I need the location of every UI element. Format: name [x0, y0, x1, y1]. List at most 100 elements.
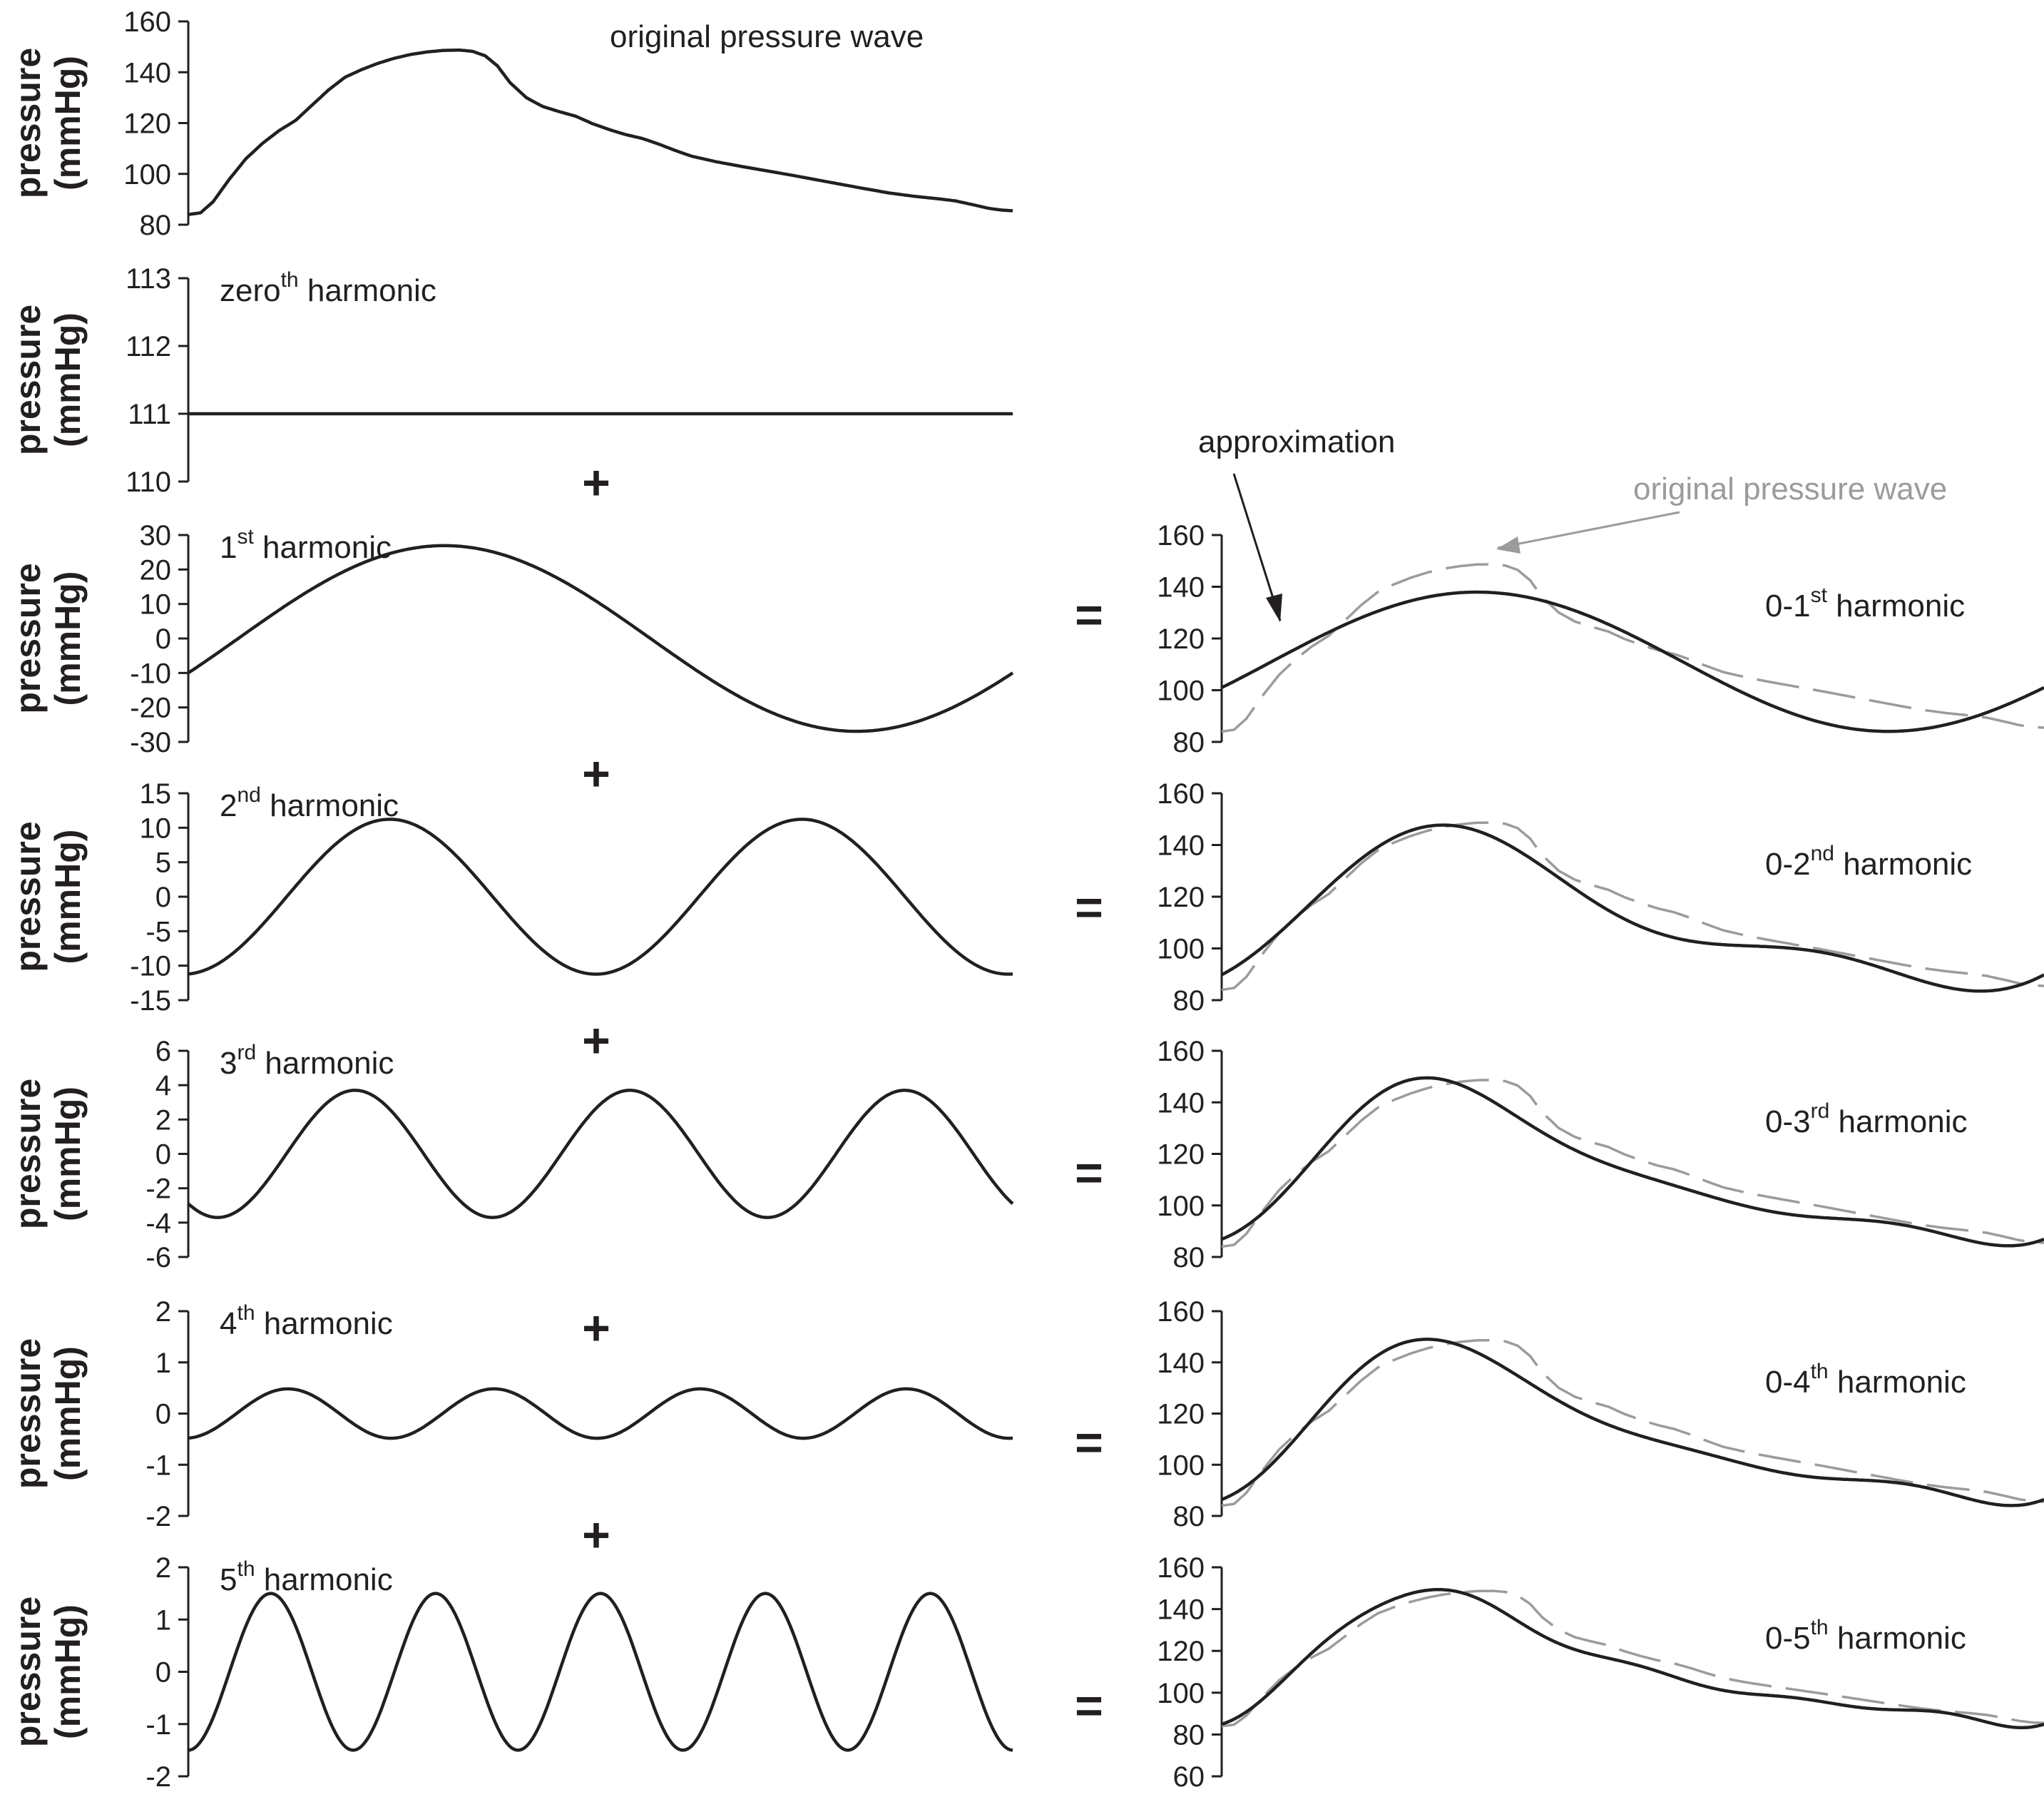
y-tick-label: 1 — [155, 1604, 171, 1636]
panel-title: 0-5th harmonic — [1765, 1616, 1966, 1656]
y-tick-label: 0 — [155, 1657, 171, 1689]
panel-right-4: 80 100 120 140 160 0-3rd harmonic — [1157, 1036, 2044, 1273]
plus-sign: + — [582, 1301, 610, 1355]
y-tick-label: 15 — [140, 778, 172, 810]
y-tick-label: 140 — [123, 57, 171, 88]
title-superscript: nd — [237, 783, 260, 807]
original-wave-arrow — [1497, 511, 1680, 549]
original-wave-line — [1221, 1338, 2044, 1507]
y-tick-label: 100 — [1157, 934, 1205, 965]
title-superscript: rd — [1811, 1099, 1830, 1123]
y-axis-unit-label: (mmHg) — [48, 1086, 88, 1221]
panel-title: zeroth harmonic — [220, 268, 436, 308]
title-base: 0-5 — [1765, 1621, 1811, 1656]
approximation-line — [1221, 1587, 2044, 1730]
panel-title: 0-2nd harmonic — [1765, 842, 1972, 882]
series-line — [188, 1387, 1013, 1440]
y-tick-label: 160 — [1157, 778, 1205, 810]
title-base: 0-2 — [1765, 847, 1811, 882]
y-tick-label: 140 — [1157, 1594, 1205, 1626]
title-superscript: st — [237, 525, 254, 549]
title-rest: harmonic — [299, 273, 436, 308]
y-axis-label: pressure — [8, 563, 48, 713]
y-tick-label: 160 — [1157, 1036, 1205, 1067]
y-tick-label: 5 — [155, 847, 171, 879]
y-tick-label: 100 — [1157, 1678, 1205, 1709]
y-tick-label: 160 — [1157, 520, 1205, 551]
y-tick-label: 111 — [128, 399, 171, 430]
y-axis-label: pressure — [8, 1597, 48, 1747]
y-tick-label: 112 — [126, 331, 171, 362]
series-line — [188, 818, 1013, 976]
y-axis-unit-label: (mmHg) — [48, 830, 88, 964]
title-rest: harmonic — [261, 788, 399, 823]
plus-sign: + — [582, 1508, 610, 1562]
approximation-line — [1221, 1076, 2044, 1248]
title-rest: harmonic — [1834, 847, 1972, 882]
approximation-arrowhead — [1266, 594, 1282, 622]
panel-title: 0-4th harmonic — [1765, 1360, 1966, 1400]
title-base: zero — [220, 273, 281, 308]
y-axis-unit-label: (mmHg) — [48, 1604, 88, 1739]
y-tick-label: 110 — [126, 467, 171, 498]
title-rest: harmonic — [1829, 1104, 1967, 1139]
original-wave-arrowhead — [1496, 536, 1521, 554]
panel-right-5: 80 100 120 140 160 0-4th harmonic — [1157, 1296, 2044, 1532]
panel-right-6: 60 80 100 120 140 160 0-5th harmonic — [1157, 1552, 2044, 1793]
panel-left-6: -2 -1 0 1 2 pressure (mmHg) 5th harmonic — [8, 1552, 1013, 1793]
panel-right-2: 80 100 120 140 160 0-1st harmonic — [1157, 520, 2044, 758]
y-tick-label: -1 — [145, 1450, 171, 1481]
y-tick-label: 80 — [1173, 1719, 1205, 1751]
approximation-line — [1221, 1338, 2044, 1507]
y-axis-label: pressure — [8, 1338, 48, 1489]
y-axis-unit-label: (mmHg) — [48, 312, 88, 447]
y-tick-label: 0 — [155, 1399, 171, 1430]
title-base: 2 — [220, 788, 237, 823]
series-line — [188, 1592, 1013, 1752]
title-superscript: st — [1811, 584, 1828, 607]
y-tick-label: -2 — [145, 1761, 171, 1793]
y-tick-label: -1 — [145, 1709, 171, 1741]
y-axis-label: pressure — [8, 48, 48, 198]
y-tick-label: -2 — [145, 1501, 171, 1532]
equals-sign: = — [1075, 1415, 1103, 1470]
y-tick-label: 160 — [123, 6, 171, 38]
panel-title: 1st harmonic — [220, 525, 392, 565]
y-tick-label: -20 — [130, 693, 171, 724]
y-tick-label: 80 — [1173, 1242, 1205, 1273]
y-tick-label: 113 — [126, 263, 171, 295]
y-tick-label: 140 — [1157, 572, 1205, 604]
y-tick-label: 0 — [155, 882, 171, 913]
panel-title: 5th harmonic — [220, 1557, 393, 1597]
y-tick-label: -4 — [145, 1208, 171, 1239]
y-axis-unit-label: (mmHg) — [48, 56, 88, 190]
title-superscript: th — [237, 1557, 255, 1581]
equals-sign: = — [1075, 1146, 1103, 1200]
y-tick-label: 120 — [1157, 1399, 1205, 1430]
y-tick-label: 140 — [1157, 1348, 1205, 1379]
title-base: 1 — [220, 530, 237, 565]
approximation-line — [1220, 590, 2044, 733]
y-tick-label: 120 — [1157, 882, 1205, 913]
title-rest: harmonic — [1827, 589, 1965, 623]
y-tick-label: 1 — [155, 1348, 171, 1379]
y-tick-label: -6 — [145, 1242, 171, 1273]
title-base: 0-3 — [1765, 1104, 1811, 1139]
panel-left-5: -2 -1 0 1 2 pressure (mmHg) 4th harmonic — [8, 1296, 1013, 1532]
y-tick-label: 30 — [140, 520, 172, 551]
y-tick-label: -10 — [130, 951, 171, 982]
series-line — [187, 544, 1014, 733]
y-tick-label: 160 — [1157, 1296, 1205, 1328]
original-wave-callout: original pressure wave — [1633, 472, 1947, 506]
title-rest: harmonic — [1829, 1621, 1966, 1656]
y-tick-label: 6 — [155, 1036, 171, 1067]
title-base: 0-1 — [1765, 589, 1811, 623]
y-tick-label: 140 — [1157, 830, 1205, 862]
y-axis-unit-label: (mmHg) — [48, 571, 88, 706]
y-tick-label: 140 — [1157, 1087, 1205, 1119]
panel-title: 0-3rd harmonic — [1765, 1099, 1967, 1139]
y-tick-label: 120 — [1157, 1636, 1205, 1667]
title-rest: harmonic — [1829, 1365, 1966, 1400]
title-base: 3 — [220, 1046, 237, 1081]
